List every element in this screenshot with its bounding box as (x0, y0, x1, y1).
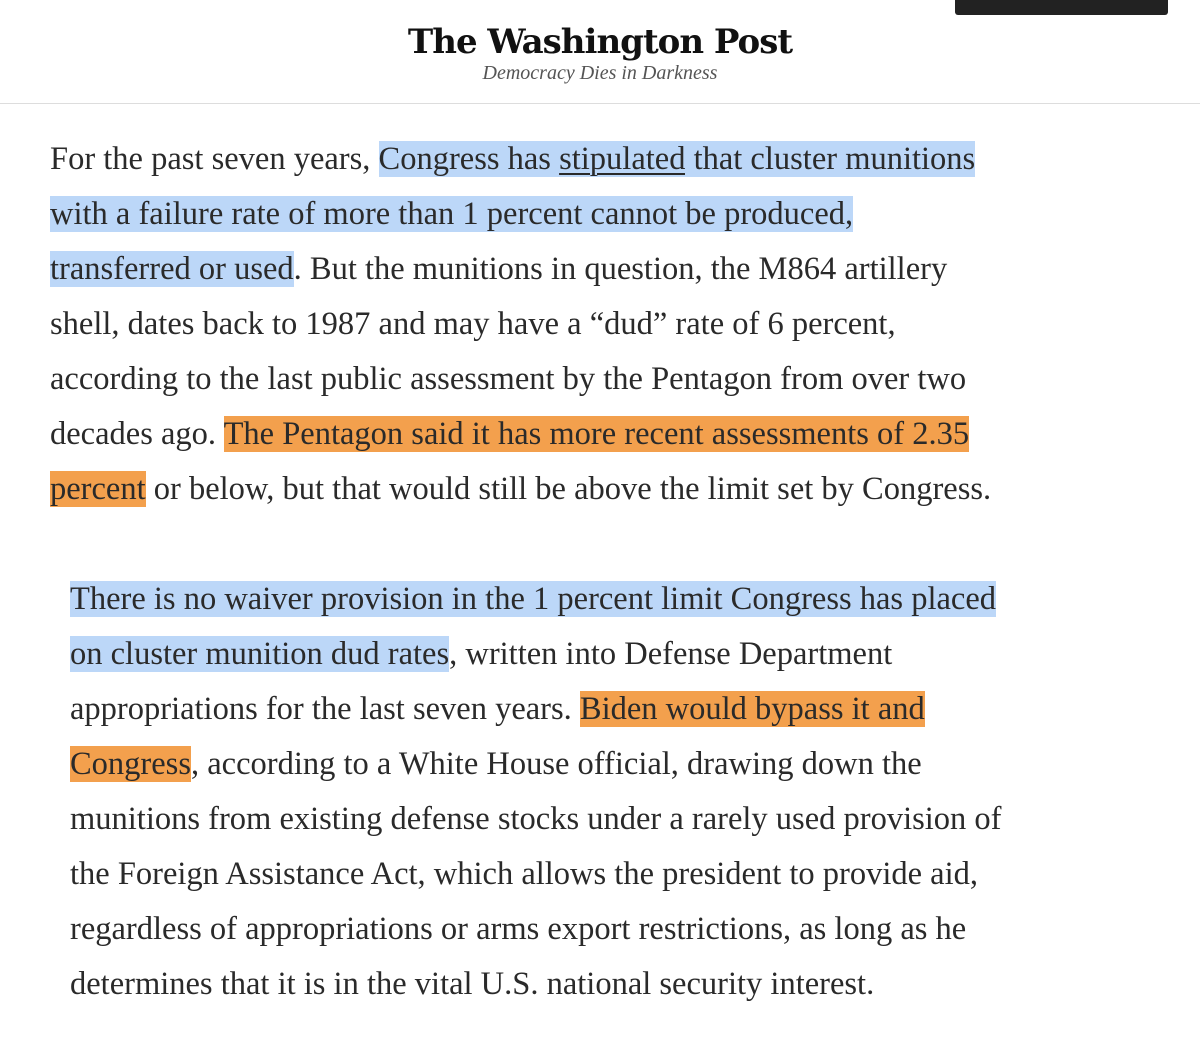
text: determines that it is in the vital U.S. … (70, 966, 875, 1002)
highlight: on cluster munition dud rates (70, 636, 450, 672)
highlight: percent (50, 471, 146, 507)
highlight: Congress (70, 746, 191, 782)
text-line: according to the last public assessment … (50, 352, 991, 407)
text-line: determines that it is in the vital U.S. … (70, 957, 1001, 1012)
masthead: The Washington Post Democracy Dies in Da… (0, 18, 1200, 104)
text-line: regardless of appropriations or arms exp… (70, 902, 1001, 957)
text: For the past seven years, (50, 141, 379, 177)
text: or below, but that would still be above … (145, 471, 992, 507)
text: appropriations for the last seven years. (70, 691, 580, 727)
site-title[interactable]: The Washington Post (407, 22, 793, 62)
tagline: Democracy Dies in Darkness (482, 62, 718, 84)
text-line: percent or below, but that would still b… (50, 462, 991, 517)
link[interactable]: stipulated (559, 141, 686, 177)
text-line: munitions from existing defense stocks u… (70, 792, 1001, 847)
highlight: There is no waiver provision in the 1 pe… (70, 581, 997, 617)
highlight: The Pentagon said it has more recent ass… (223, 416, 970, 452)
text: according to the last public assessment … (50, 361, 967, 397)
text-line: the Foreign Assistance Act, which allows… (70, 847, 1001, 902)
text-line: transferred or used. But the munitions i… (50, 242, 991, 297)
highlight: that cluster munitions (685, 141, 976, 177)
highlight: with a failure rate of more than 1 perce… (50, 196, 854, 232)
text-line: with a failure rate of more than 1 perce… (50, 187, 991, 242)
highlight: Congress has (378, 141, 560, 177)
text-line: Congress, according to a White House off… (70, 737, 1001, 792)
text: regardless of appropriations or arms exp… (70, 911, 967, 947)
paragraph: There is no waiver provision in the 1 pe… (70, 572, 1001, 1012)
text: , according to a White House official, d… (190, 746, 922, 782)
text: the Foreign Assistance Act, which allows… (70, 856, 979, 892)
text: , written into Defense Department (449, 636, 893, 672)
text-line: For the past seven years, Congress has s… (50, 132, 991, 187)
text-line: on cluster munition dud rates, written i… (70, 627, 1001, 682)
text: decades ago. (50, 416, 224, 452)
paragraph: For the past seven years, Congress has s… (50, 132, 991, 517)
text-line: There is no waiver provision in the 1 pe… (70, 572, 1001, 627)
highlight: transferred or used (50, 251, 294, 287)
top-bar (955, 0, 1168, 15)
text-line: appropriations for the last seven years.… (70, 682, 1001, 737)
text-line: shell, dates back to 1987 and may have a… (50, 297, 991, 352)
text: . But the munitions in question, the M86… (293, 251, 948, 287)
highlight: Biden would bypass it and (579, 691, 925, 727)
text: munitions from existing defense stocks u… (70, 801, 1002, 837)
text: shell, dates back to 1987 and may have a… (50, 306, 896, 342)
text-line: decades ago. The Pentagon said it has mo… (50, 407, 991, 462)
